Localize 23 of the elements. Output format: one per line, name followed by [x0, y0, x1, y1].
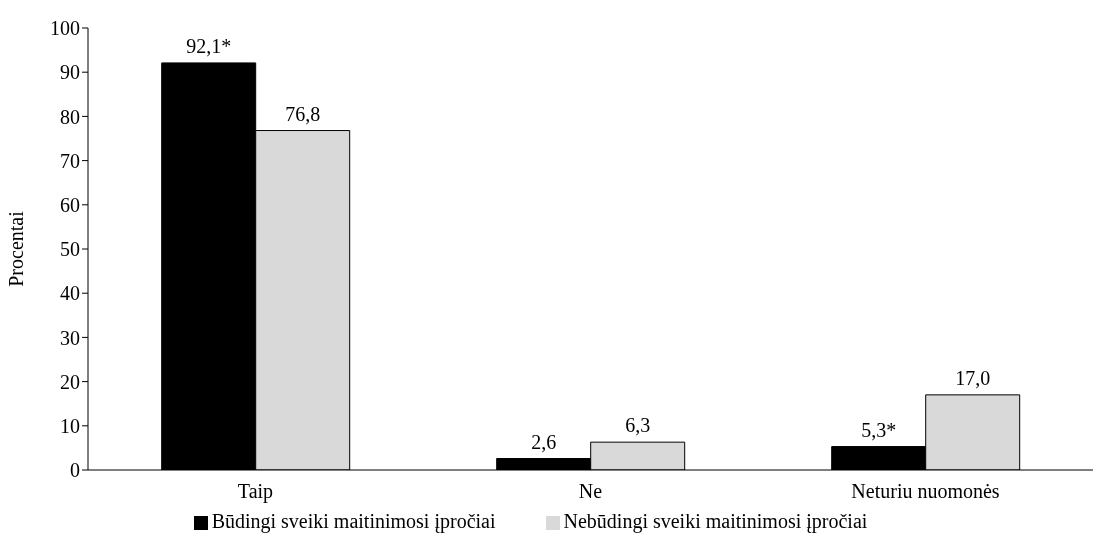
- data-label: 76,8: [285, 102, 321, 125]
- legend-label: Būdingi sveiki maitinimosi įpročiai: [211, 510, 496, 532]
- y-tick-label: 0: [70, 459, 80, 482]
- data-label: 5,3*: [861, 418, 897, 441]
- data-label: 2,6: [531, 430, 557, 453]
- data-label: 17,0: [955, 366, 991, 389]
- x-tick-label: Taip: [237, 480, 274, 504]
- y-tick-label: 20: [60, 370, 80, 393]
- y-tick-label: 10: [60, 414, 80, 437]
- x-tick-label: Neturiu nuomonės: [851, 480, 1000, 503]
- y-tick-label: 40: [60, 282, 80, 305]
- y-tick-label: 50: [60, 238, 80, 261]
- y-tick-label: 80: [60, 105, 80, 128]
- y-tick-label: 90: [60, 61, 80, 84]
- y-tick-label: 60: [60, 193, 80, 216]
- x-tick-label: Ne: [578, 480, 603, 503]
- y-tick-label: 70: [60, 149, 80, 172]
- data-label: 6,3: [625, 414, 651, 437]
- legend-label: Nebūdingi sveiki maitinimosi įpročiai: [563, 510, 868, 532]
- data-label: 92,1*: [186, 34, 232, 57]
- y-axis-title: Procentai: [5, 210, 28, 287]
- y-tick-label: 30: [60, 326, 80, 349]
- y-tick-label: 100: [50, 17, 80, 40]
